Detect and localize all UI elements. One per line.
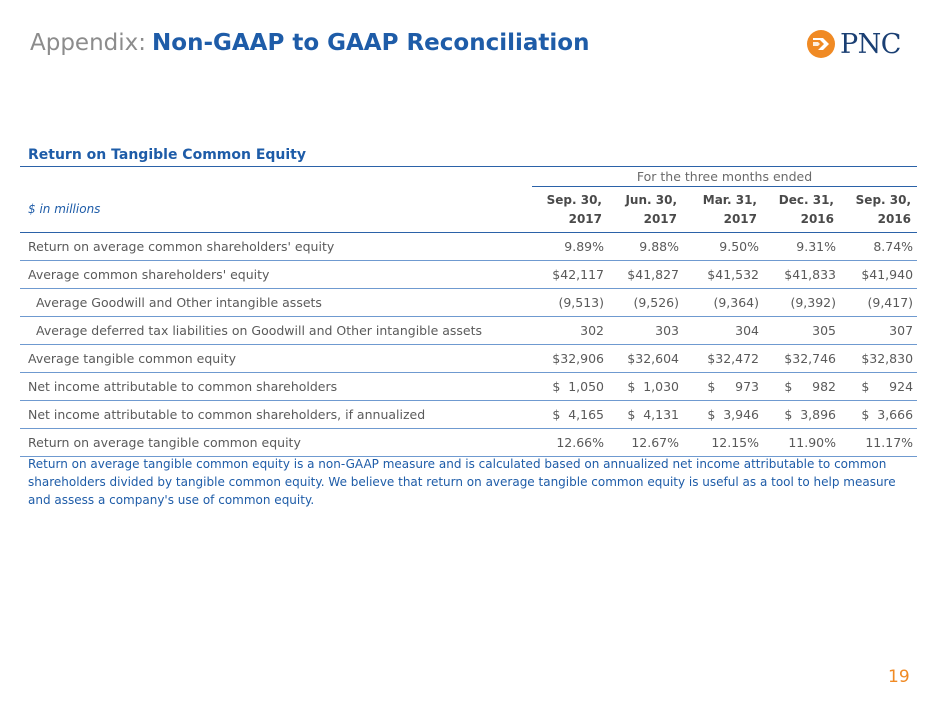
reconciliation-table: For the three months ended $ in millions… xyxy=(20,166,918,457)
row-label: Return on average tangible common equity xyxy=(20,428,532,457)
column-header: Dec. 31, 2016 xyxy=(763,186,840,233)
row-label: Net income attributable to common shareh… xyxy=(20,400,532,429)
row-value: $ 982 xyxy=(763,372,840,401)
row-label: Average common shareholders' equity xyxy=(20,260,532,289)
row-value: 9.31% xyxy=(763,232,840,261)
period-header: For the three months ended xyxy=(532,166,918,187)
row-value: $ 4,131 xyxy=(608,400,683,429)
page-title: Appendix: Non-GAAP to GAAP Reconciliation xyxy=(30,30,589,56)
page-number: 19 xyxy=(888,667,910,687)
table-row: Return on average tangible common equity… xyxy=(20,428,918,457)
table-row: Return on average common shareholders' e… xyxy=(20,232,918,261)
header-blank xyxy=(20,166,532,187)
row-value: $41,532 xyxy=(683,260,763,289)
row-value: 12.15% xyxy=(683,428,763,457)
footnote: Return on average tangible common equity… xyxy=(28,457,896,507)
row-value: 12.66% xyxy=(532,428,608,457)
row-value: $ 973 xyxy=(683,372,763,401)
row-value: $ 3,946 xyxy=(683,400,763,429)
row-label: Average tangible common equity xyxy=(20,344,532,373)
column-header: Sep. 30, 2016 xyxy=(840,186,918,233)
row-value: (9,513) xyxy=(532,288,608,317)
table-row: Average deferred tax liabilities on Good… xyxy=(20,316,918,345)
title-prefix: Appendix: xyxy=(30,30,147,56)
row-value: 307 xyxy=(840,316,918,345)
row-value: $32,746 xyxy=(763,344,840,373)
row-value: 9.88% xyxy=(608,232,683,261)
row-value: 11.90% xyxy=(763,428,840,457)
row-value: $32,472 xyxy=(683,344,763,373)
row-value: 304 xyxy=(683,316,763,345)
unit-label: $ in millions xyxy=(20,186,532,233)
row-label: Average Goodwill and Other intangible as… xyxy=(20,288,532,317)
row-value: $ 1,050 xyxy=(532,372,608,401)
row-value: $ 3,896 xyxy=(763,400,840,429)
row-value: (9,526) xyxy=(608,288,683,317)
row-value: 302 xyxy=(532,316,608,345)
row-label: Net income attributable to common shareh… xyxy=(20,372,532,401)
row-value: $ 1,030 xyxy=(608,372,683,401)
column-header: Sep. 30, 2017 xyxy=(532,186,608,233)
table-row: Net income attributable to common shareh… xyxy=(20,400,918,429)
title-main: Non-GAAP to GAAP Reconciliation xyxy=(152,30,590,56)
row-label: Return on average common shareholders' e… xyxy=(20,232,532,261)
column-header: Mar. 31, 2017 xyxy=(683,186,763,233)
column-header: Jun. 30, 2017 xyxy=(608,186,683,233)
row-value: 11.17% xyxy=(840,428,918,457)
row-value: 305 xyxy=(763,316,840,345)
row-label: Average deferred tax liabilities on Good… xyxy=(20,316,532,345)
row-value: (9,364) xyxy=(683,288,763,317)
table-row: Average tangible common equity $32,906 $32… xyxy=(20,344,918,373)
section-title: Return on Tangible Common Equity xyxy=(28,147,307,163)
row-value: $ 3,666 xyxy=(840,400,918,429)
row-value: $ 924 xyxy=(840,372,918,401)
row-value: $41,827 xyxy=(608,260,683,289)
row-value: 9.89% xyxy=(532,232,608,261)
pnc-logo: PNC xyxy=(806,27,901,61)
row-value: 12.67% xyxy=(608,428,683,457)
row-value: $32,906 xyxy=(532,344,608,373)
row-value: 8.74% xyxy=(840,232,918,261)
row-value: $32,604 xyxy=(608,344,683,373)
row-value: $41,940 xyxy=(840,260,918,289)
row-value: $ 4,165 xyxy=(532,400,608,429)
row-value: (9,417) xyxy=(840,288,918,317)
row-value: (9,392) xyxy=(763,288,840,317)
logo-wordmark: PNC xyxy=(840,28,901,60)
row-value: 9.50% xyxy=(683,232,763,261)
pnc-logo-icon xyxy=(807,30,835,58)
row-value: $41,833 xyxy=(763,260,840,289)
table-row: Net income attributable to common shareh… xyxy=(20,372,918,401)
row-value: $32,830 xyxy=(840,344,918,373)
row-value: $42,117 xyxy=(532,260,608,289)
table-row: Average Goodwill and Other intangible as… xyxy=(20,288,918,317)
row-value: 303 xyxy=(608,316,683,345)
table-row: Average common shareholders' equity $42,1… xyxy=(20,260,918,289)
